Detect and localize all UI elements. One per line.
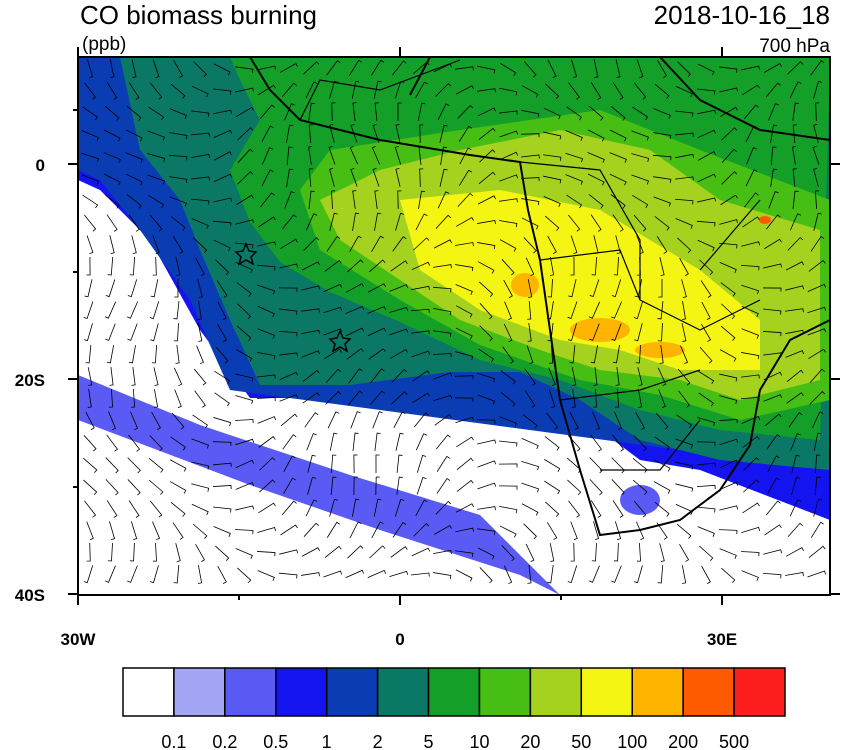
colorbar-label: 200 (668, 732, 698, 750)
colorbar-box (122, 667, 175, 717)
colorbar-box (275, 667, 328, 717)
lon-label: 30E (707, 630, 737, 649)
colorbar-label: 500 (719, 732, 749, 750)
lat-label: 20S (15, 371, 45, 390)
colorbar-box (733, 667, 786, 717)
colorbar-label: 1 (322, 732, 332, 750)
colorbar-box (224, 667, 277, 717)
colorbar-box (682, 667, 735, 717)
level: 700 hPa (759, 36, 830, 57)
lat-label: 40S (15, 586, 45, 605)
lon-label: 0 (395, 630, 404, 649)
colorbar-box (427, 667, 481, 717)
units: (ppb) (82, 34, 126, 55)
colorbar-label: 0.1 (161, 732, 186, 750)
colorbar-box (325, 667, 379, 717)
colorbar-box (376, 667, 430, 717)
colorbar-label: 50 (571, 732, 591, 750)
time: 2018-10-16_18 (654, 0, 830, 30)
map-ticks (68, 47, 840, 605)
colorbar-label: 20 (520, 732, 540, 750)
colorbar-label: 5 (424, 732, 434, 750)
colorbar-box (478, 667, 532, 717)
colorbar-box (631, 667, 684, 717)
colorbar-label: 0.2 (212, 732, 237, 750)
colorbar-box (173, 667, 226, 717)
title: CO biomass burning (80, 0, 317, 30)
colorbar-label: 10 (469, 732, 489, 750)
colorbar-label: 100 (617, 732, 647, 750)
colorbar-box (529, 667, 583, 717)
colorbar-label: 0.5 (263, 732, 288, 750)
colorbar-label: 2 (373, 732, 383, 750)
colorbar: 0.1 0.2 0.5 1 2 5 10 20 50 100 200 500 (122, 667, 786, 750)
map-frame (77, 56, 831, 596)
lon-label: 30W (61, 630, 97, 649)
lat-label: 0 (36, 156, 45, 175)
colorbar-box (580, 667, 633, 717)
map-field (78, 57, 830, 595)
